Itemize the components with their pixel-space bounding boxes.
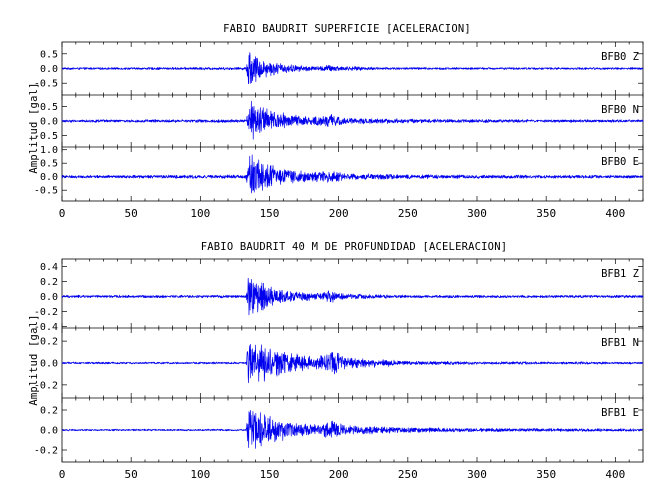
x-tick-label: 200 [329, 468, 349, 481]
y-tick-label: -0.4 [34, 322, 58, 333]
y-tick-label: 0.0 [40, 426, 58, 437]
y-tick-label: -0.5 [34, 131, 58, 142]
x-tick-label: 300 [467, 468, 487, 481]
surface-panel-ylabel: Amplitud [gal] [28, 82, 40, 173]
y-tick-label: 0.0 [40, 117, 58, 128]
surface-acceleration-panel: FABIO BAUDRIT SUPERFICIE [ACELERACION] A… [28, 23, 644, 220]
x-tick-label: 400 [605, 207, 625, 220]
trace-bfb1-n [61, 343, 644, 384]
trace-label: BFB1 E [601, 407, 639, 419]
x-tick-label: 300 [467, 207, 487, 220]
y-tick-label: 0.5 [40, 159, 58, 170]
trace-bfb0-e [61, 154, 644, 194]
y-tick-label: 0.5 [40, 102, 58, 113]
y-tick-label: -0.2 [34, 307, 58, 318]
y-tick-label: -0.5 [34, 79, 58, 90]
surface-panel-title: FABIO BAUDRIT SUPERFICIE [ACELERACION] [223, 23, 471, 35]
panel-frame [61, 258, 644, 463]
x-tick-label: 50 [125, 207, 138, 220]
x-tick-label: 250 [398, 468, 418, 481]
x-tick-label: 350 [536, 468, 556, 481]
x-tick-label: 100 [190, 207, 210, 220]
trace-bfb1-e [61, 409, 644, 449]
y-tick-label: -0.2 [34, 446, 58, 457]
depth-40m-acceleration-panel: FABIO BAUDRIT 40 M DE PROFUNDIDAD [ACELE… [28, 241, 644, 481]
trace-bfb0-z [61, 52, 644, 85]
y-tick-label: 0.2 [40, 406, 58, 417]
x-tick-label: 350 [536, 207, 556, 220]
y-tick-label: -0.5 [34, 186, 58, 197]
y-tick-label: 0.2 [40, 337, 58, 348]
y-tick-label: 0.4 [40, 262, 58, 273]
depth-panel-ylabel: Amplitud [gal] [28, 314, 40, 405]
x-tick-label: 0 [59, 468, 66, 481]
x-tick-label: 50 [125, 468, 138, 481]
y-tick-label: 0.5 [40, 49, 58, 60]
x-tick-label: 200 [329, 207, 349, 220]
depth-panel-title: FABIO BAUDRIT 40 M DE PROFUNDIDAD [ACELE… [201, 241, 508, 253]
trace-bfb1-z [61, 277, 644, 316]
x-tick-label: 250 [398, 207, 418, 220]
x-tick-label: 0 [59, 207, 66, 220]
trace-label: BFB0 Z [601, 51, 639, 63]
x-tick-label: 150 [260, 468, 280, 481]
trace-label: BFB0 N [601, 104, 639, 116]
trace-label: BFB1 N [601, 337, 639, 349]
y-tick-label: 1.0 [40, 145, 58, 156]
trace-label: BFB0 E [601, 156, 639, 168]
y-tick-label: 0.2 [40, 277, 58, 288]
trace-label: BFB1 Z [601, 268, 639, 280]
x-tick-label: 150 [260, 207, 280, 220]
y-tick-label: 0.0 [40, 172, 58, 183]
y-tick-label: -0.2 [34, 380, 58, 391]
y-tick-label: 0.0 [40, 359, 58, 370]
y-tick-label: 0.0 [40, 64, 58, 75]
y-tick-label: 0.0 [40, 292, 58, 303]
x-tick-label: 400 [605, 468, 625, 481]
trace-bfb0-n [61, 100, 644, 140]
x-tick-label: 100 [190, 468, 210, 481]
